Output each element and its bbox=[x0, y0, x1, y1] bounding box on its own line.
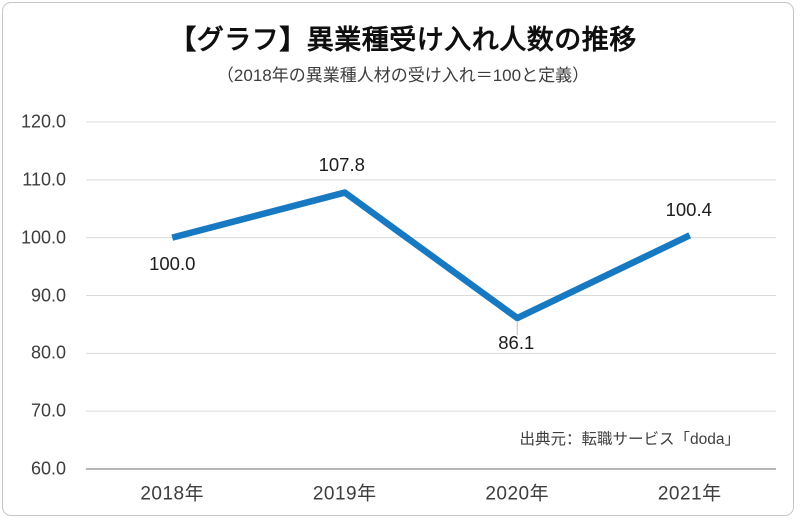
series-line bbox=[171, 189, 692, 322]
chart-card: 【グラフ】異業種受け入れ人数の推移 （2018年の異業種人材の受け入れ＝100と… bbox=[2, 2, 794, 516]
chart-title: 【グラフ】異業種受け入れ人数の推移 bbox=[169, 25, 637, 55]
source-note: 出典元：転職サービス「doda」 bbox=[519, 431, 740, 448]
chart-subtitle: （2018年の異業種人材の受け入れ＝100と定義） bbox=[216, 66, 590, 85]
line-chart-plot bbox=[86, 121, 776, 470]
